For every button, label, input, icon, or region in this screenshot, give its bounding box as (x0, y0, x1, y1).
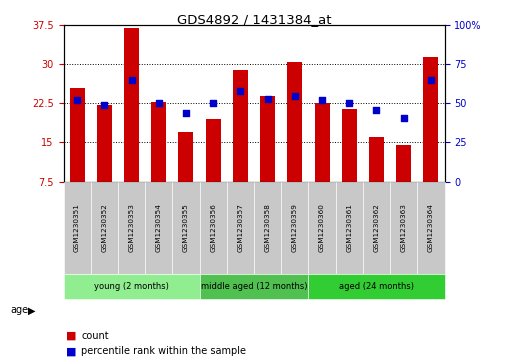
Point (154, 101, 163, 106)
Text: GSM1230357: GSM1230357 (237, 203, 243, 252)
Text: GSM1230353: GSM1230353 (129, 203, 135, 252)
Bar (233, 70, 248, 182)
Point (182, 110, 190, 116)
Bar (314, 103, 330, 182)
Text: GDS4892 / 1431384_at: GDS4892 / 1431384_at (177, 13, 331, 26)
Text: ■: ■ (66, 346, 77, 356)
Text: GSM1230354: GSM1230354 (156, 203, 162, 252)
Bar (97, 105, 112, 182)
Text: young (2 months): young (2 months) (94, 282, 169, 291)
Bar (260, 95, 275, 182)
Point (128, 77, 136, 83)
Bar (423, 57, 438, 182)
Text: GSM1230362: GSM1230362 (373, 203, 379, 252)
Text: GSM1230363: GSM1230363 (401, 203, 407, 252)
Text: age: age (10, 305, 28, 315)
Bar (178, 132, 194, 182)
Text: GSM1230355: GSM1230355 (183, 203, 189, 252)
Text: percentile rank within the sample: percentile rank within the sample (81, 346, 246, 356)
Point (318, 97, 326, 103)
Bar (206, 119, 220, 182)
Bar (342, 109, 357, 182)
Text: GSM1230361: GSM1230361 (346, 203, 352, 252)
Text: GSM1230358: GSM1230358 (265, 203, 271, 252)
Bar (124, 28, 139, 182)
Bar (288, 62, 302, 182)
Point (236, 88, 244, 94)
Point (427, 77, 435, 83)
Text: GSM1230352: GSM1230352 (101, 203, 107, 252)
Bar (396, 145, 411, 182)
Text: middle aged (12 months): middle aged (12 months) (201, 282, 307, 291)
Point (100, 102, 108, 108)
Text: GSM1230360: GSM1230360 (319, 203, 325, 252)
Point (345, 101, 354, 106)
Text: GSM1230359: GSM1230359 (292, 203, 298, 252)
Text: aged (24 months): aged (24 months) (339, 282, 414, 291)
Text: ■: ■ (66, 331, 77, 341)
Bar (70, 88, 85, 182)
Text: count: count (81, 331, 109, 341)
Text: GSM1230356: GSM1230356 (210, 203, 216, 252)
Text: ▶: ▶ (28, 305, 36, 315)
Point (372, 107, 380, 113)
Point (209, 101, 217, 106)
Text: GSM1230364: GSM1230364 (428, 203, 434, 252)
Point (264, 96, 272, 102)
Text: GSM1230351: GSM1230351 (74, 203, 80, 252)
Point (73, 97, 81, 103)
Point (291, 93, 299, 98)
Bar (369, 137, 384, 182)
Bar (151, 102, 166, 182)
Point (400, 115, 408, 121)
